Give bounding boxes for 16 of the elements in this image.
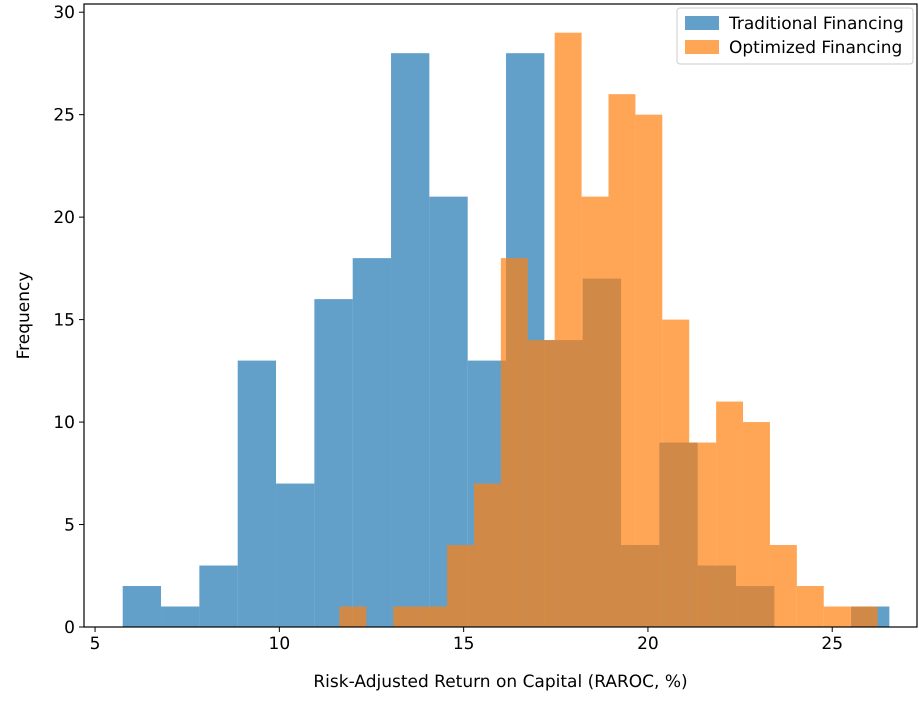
y-tick-label: 25 [53,106,75,126]
x-tick-label: 25 [821,634,844,654]
x-tick-label: 5 [90,634,100,654]
y-tick-label: 0 [64,618,75,638]
y-tick-label: 10 [53,413,75,434]
y-axis-title: Frequency [14,272,34,360]
y-tick-label: 20 [53,208,75,228]
x-tick-label: 10 [268,634,290,654]
x-axis-title: Risk-Adjusted Return on Capital (RAROC, %) [313,672,688,692]
legend-label: Traditional Financing [728,14,904,34]
x-tick-label: 15 [452,634,474,654]
y-tick-label: 15 [53,310,75,331]
y-tick-label: 5 [64,516,75,536]
x-tick-label: 20 [637,634,659,654]
legend-label: Optimized Financing [729,38,902,58]
y-tick-label: 30 [53,3,75,24]
